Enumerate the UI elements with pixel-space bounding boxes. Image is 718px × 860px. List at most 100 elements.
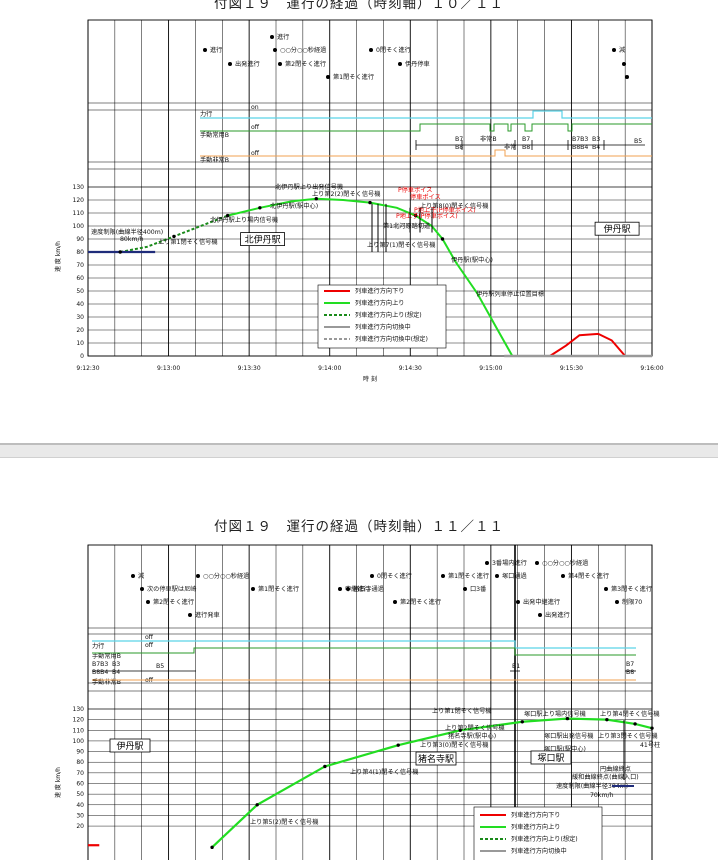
notch-label: 力行 bbox=[200, 110, 212, 118]
annotation: 北伊丹駅(駅中心) bbox=[270, 202, 318, 210]
brake-label: B7 bbox=[455, 136, 463, 143]
chart-11: 20 30 40 50 60 70 80 90 100 110 120 130 速 度 km/h 減次の停… bbox=[54, 544, 660, 860]
y-axis-title: 速 度 km/h bbox=[54, 767, 62, 798]
event-dot bbox=[615, 600, 619, 604]
series-point bbox=[413, 213, 418, 218]
event-dot bbox=[196, 574, 200, 578]
y-tick-label: 90 bbox=[76, 749, 84, 756]
page-title: 付図１９ 運行の経過（時刻軸）１１／１１ bbox=[214, 519, 504, 535]
notch-line-emergency bbox=[200, 149, 652, 157]
y-tick-label: 40 bbox=[76, 802, 84, 809]
annotation: 塚口駅上り場内信号機 bbox=[524, 710, 586, 718]
notch-state: off bbox=[251, 150, 260, 157]
notch-line-service bbox=[200, 123, 652, 132]
y-tick-label: 110 bbox=[73, 727, 85, 734]
series-point bbox=[368, 200, 372, 205]
event-dot bbox=[393, 600, 397, 604]
event-dot bbox=[146, 600, 150, 604]
page-11: 付図１９ 運行の経過（時刻軸）１１／１１ 20 30 40 50 60 70 80 90 100… bbox=[0, 458, 718, 860]
annotation: 上り第4(1)閉そく信号機 bbox=[350, 768, 418, 776]
station-label: 北伊丹駅 bbox=[245, 234, 281, 246]
event-label: 出発進行 bbox=[235, 60, 260, 68]
y-tick-label: 50 bbox=[76, 791, 84, 798]
notch-label: 手動非常B bbox=[200, 156, 229, 164]
annotation: 上り第8(0)閉そく信号機 bbox=[420, 202, 488, 210]
annotation: 上り第1閉そく信号機 bbox=[158, 238, 218, 246]
notch-line-power bbox=[200, 110, 652, 119]
y-tick-label: 60 bbox=[76, 275, 84, 282]
brake-label: 非常 bbox=[504, 143, 516, 151]
event-dot bbox=[495, 574, 499, 578]
event-dot bbox=[604, 587, 608, 591]
chart-10: 0 10 20 30 40 50 60 70 80 90 100 110 120 130 9:12:30 9:… bbox=[54, 19, 664, 383]
notch-label: 力行 bbox=[92, 642, 104, 650]
annotation: 上り第5(2)閉そく信号機 bbox=[250, 818, 318, 826]
event-label: ○○分○○秒経過 bbox=[280, 46, 327, 54]
brake-label: B4 bbox=[592, 144, 600, 151]
y-tick-label: 130 bbox=[73, 184, 85, 191]
y-tick-label: 110 bbox=[73, 210, 85, 217]
event-label: 塚口通過 bbox=[502, 572, 528, 580]
event-label: 口3番 bbox=[470, 586, 486, 593]
event-label: 出発中継進行 bbox=[523, 598, 560, 606]
event-label: 第4閉そく進行 bbox=[568, 572, 609, 580]
series-point bbox=[605, 717, 609, 722]
event-label: ○○分○○秒経過 bbox=[203, 572, 250, 580]
event-label: 第2閉そく進行 bbox=[153, 598, 194, 606]
event-dot bbox=[485, 561, 489, 565]
notch-line-power bbox=[92, 640, 636, 649]
legend-label: 列車進行方向上り bbox=[355, 299, 405, 307]
event-label: 第1閉そく進行 bbox=[333, 73, 374, 81]
brake-label: B3 bbox=[112, 661, 120, 668]
notch-state: off bbox=[145, 634, 154, 641]
x-tick-label: 9:14:00 bbox=[318, 365, 341, 372]
annotation: 塚口駅出発信号機 bbox=[544, 732, 594, 740]
y-tick-label: 120 bbox=[73, 197, 85, 204]
event-dot bbox=[370, 574, 374, 578]
event-label: 進行発車 bbox=[195, 611, 220, 619]
annotation: 塚口駅(駅中心) bbox=[544, 745, 586, 753]
annotation: 上り第3閉そく信号機 bbox=[598, 732, 658, 740]
annotation-red: 停車ポイス bbox=[410, 193, 441, 201]
event-dot bbox=[251, 587, 255, 591]
x-tick-label: 9:13:00 bbox=[157, 365, 180, 372]
annotation: 80km/h bbox=[120, 236, 144, 243]
brake-label: 非常B bbox=[480, 135, 497, 143]
event-dot bbox=[346, 587, 350, 591]
page-separator bbox=[0, 443, 718, 458]
station-label: 伊丹駅 bbox=[116, 740, 143, 752]
annotation: 速度制限(曲線半径304m) bbox=[556, 782, 628, 790]
legend-label: 列車進行方向上り(想定) bbox=[355, 311, 422, 319]
y-tick-label: 40 bbox=[76, 301, 84, 308]
event-dot bbox=[228, 62, 232, 66]
event-dot bbox=[561, 574, 565, 578]
y-tick-label: 100 bbox=[73, 738, 85, 745]
event-label: 第1閉そく進行 bbox=[258, 585, 299, 593]
event-label: 進行 bbox=[210, 46, 222, 54]
annotation: 70km/h bbox=[590, 792, 614, 799]
y-tick-label: 130 bbox=[73, 706, 85, 713]
station-label: 伊丹駅 bbox=[604, 223, 631, 235]
annotation: 伊丹駅列車停止位置目標 bbox=[476, 290, 544, 298]
event-label: 第2閉そく進行 bbox=[400, 598, 441, 606]
event-label: ○○分○○秒経過 bbox=[542, 559, 589, 567]
annotation: 上り第7(1)閉そく信号機 bbox=[367, 241, 435, 249]
legend-box bbox=[317, 284, 447, 349]
event-dot bbox=[516, 600, 520, 604]
annotation: 上り第2(2)閉そく信号機 bbox=[312, 190, 380, 198]
brake-label: B8B4 bbox=[92, 669, 108, 676]
annotation: 北伊丹駅上り場内信号機 bbox=[210, 216, 278, 224]
notch-state: on bbox=[251, 104, 259, 111]
annotation: 上り第2閉そく信号機 bbox=[445, 724, 505, 732]
event-dot bbox=[131, 574, 135, 578]
annotation: 上り第4閉そく信号機 bbox=[600, 710, 660, 718]
annotation: 上り第3(0)閉そく信号機 bbox=[420, 741, 488, 749]
y-tick-label: 30 bbox=[76, 812, 84, 819]
event-dot bbox=[463, 587, 467, 591]
series-point bbox=[565, 716, 570, 721]
event-label: 減 bbox=[619, 46, 626, 54]
series-line bbox=[549, 332, 626, 357]
page-title: 付図１９ 運行の経過（時刻軸）１０／１１ bbox=[214, 0, 504, 12]
series-point bbox=[225, 213, 230, 218]
x-tick-label: 9:15:00 bbox=[479, 365, 502, 372]
